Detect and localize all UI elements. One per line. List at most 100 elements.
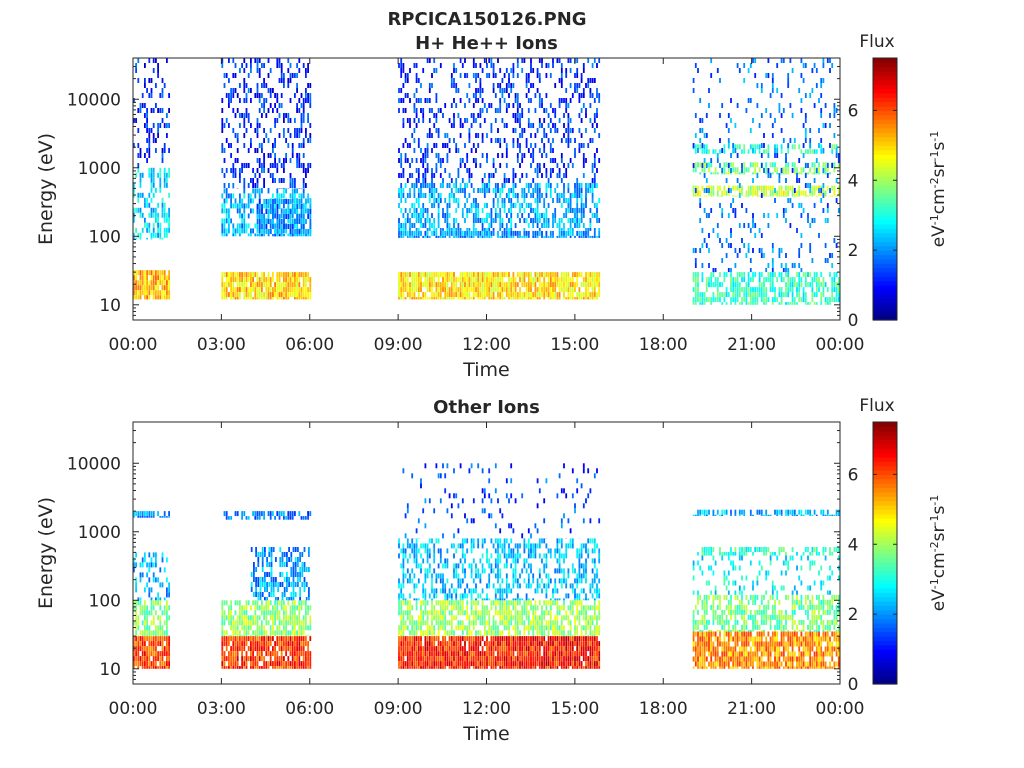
flux-cell	[258, 277, 261, 283]
flux-cell	[549, 73, 552, 78]
flux-cell	[285, 666, 287, 669]
flux-cell	[741, 172, 743, 175]
flux-cell	[239, 123, 241, 128]
flux-cell	[234, 297, 237, 300]
flux-cell	[508, 282, 510, 288]
flux-cell	[256, 123, 259, 128]
flux-cell	[523, 208, 526, 213]
flux-cell	[741, 277, 743, 283]
flux-cell	[532, 68, 535, 73]
flux-cell	[545, 213, 548, 218]
flux-cell	[760, 193, 763, 198]
flux-cell	[701, 128, 704, 133]
flux-cell	[490, 235, 493, 238]
flux-cell	[305, 133, 307, 138]
flux-cell	[699, 138, 702, 143]
flux-cell	[144, 153, 146, 158]
flux-cell	[569, 193, 572, 198]
flux-cell	[470, 287, 473, 293]
flux-cell	[450, 228, 453, 231]
flux-cell	[523, 188, 526, 193]
flux-cell	[426, 168, 429, 173]
flux-cell	[497, 183, 499, 188]
flux-cell	[144, 280, 146, 286]
flux-cell	[261, 188, 263, 194]
flux-cell	[818, 128, 820, 133]
flux-cell	[433, 123, 436, 128]
flux-cell	[593, 272, 596, 278]
flux-cell	[296, 615, 298, 621]
flux-cell	[228, 218, 230, 224]
flux-cell	[144, 641, 146, 647]
flux-cell	[294, 661, 296, 667]
flux-cell	[236, 297, 239, 300]
flux-cell	[137, 280, 140, 286]
flux-cell	[256, 68, 259, 73]
flux-cell	[133, 651, 135, 657]
flux-cell	[300, 123, 303, 128]
flux-cell	[554, 213, 557, 218]
flux-cell	[417, 228, 420, 231]
flux-cell	[510, 203, 513, 208]
flux-cell	[294, 610, 296, 616]
flux-cell	[239, 223, 241, 229]
flux-cell	[558, 228, 561, 231]
flux-cell	[494, 93, 497, 98]
flux-cell	[503, 173, 506, 178]
flux-cell	[256, 292, 259, 298]
flux-cell	[771, 162, 774, 168]
flux-cell	[481, 183, 484, 188]
flux-cell	[152, 280, 155, 286]
flux-cell	[694, 248, 697, 253]
flux-cell	[137, 128, 140, 133]
flux-cell	[782, 172, 785, 175]
flux-cell	[256, 661, 259, 667]
flux-cell	[499, 188, 502, 193]
flux-cell	[141, 630, 144, 636]
flux-cell	[802, 123, 805, 128]
flux-cell	[472, 63, 475, 68]
flux-cell	[256, 183, 259, 188]
flux-cell	[424, 173, 427, 178]
flux-cell	[398, 297, 400, 300]
flux-cell	[135, 227, 137, 233]
flux-cell	[280, 656, 283, 662]
flux-cell	[148, 202, 151, 208]
flux-cell	[433, 277, 436, 283]
flux-cell	[137, 597, 140, 601]
flux-cell	[283, 118, 285, 123]
flux-cell	[782, 208, 785, 213]
flux-cell	[464, 143, 466, 148]
flux-cell	[241, 605, 243, 611]
flux-cell	[725, 123, 728, 128]
flux-cell	[439, 235, 442, 238]
flux-cell	[697, 148, 699, 153]
flux-cell	[455, 235, 458, 238]
flux-cell	[166, 113, 168, 118]
flux-cell	[146, 123, 148, 128]
flux-cell	[144, 666, 146, 669]
flux-cell	[148, 511, 151, 517]
flux-cell	[525, 143, 528, 148]
flux-cell	[598, 93, 601, 98]
flux-cell	[738, 287, 741, 293]
flux-cell	[256, 133, 259, 138]
flux-cell	[225, 630, 228, 636]
flux-cell	[225, 600, 228, 606]
flux-cell	[161, 280, 164, 286]
flux-cell	[146, 646, 148, 652]
flux-cell	[298, 108, 301, 113]
flux-cell	[591, 292, 594, 298]
flux-cell	[743, 149, 746, 154]
flux-cell	[146, 295, 148, 300]
flux-cell	[525, 297, 528, 300]
flux-cell	[477, 133, 480, 138]
flux-cell	[822, 208, 825, 213]
flux-cell	[283, 83, 285, 88]
panel-title: H+ He++ Ions	[415, 33, 558, 54]
flux-cell	[274, 153, 276, 158]
flux-cell	[230, 218, 232, 224]
flux-cell	[243, 208, 246, 214]
flux-cell	[521, 272, 524, 278]
